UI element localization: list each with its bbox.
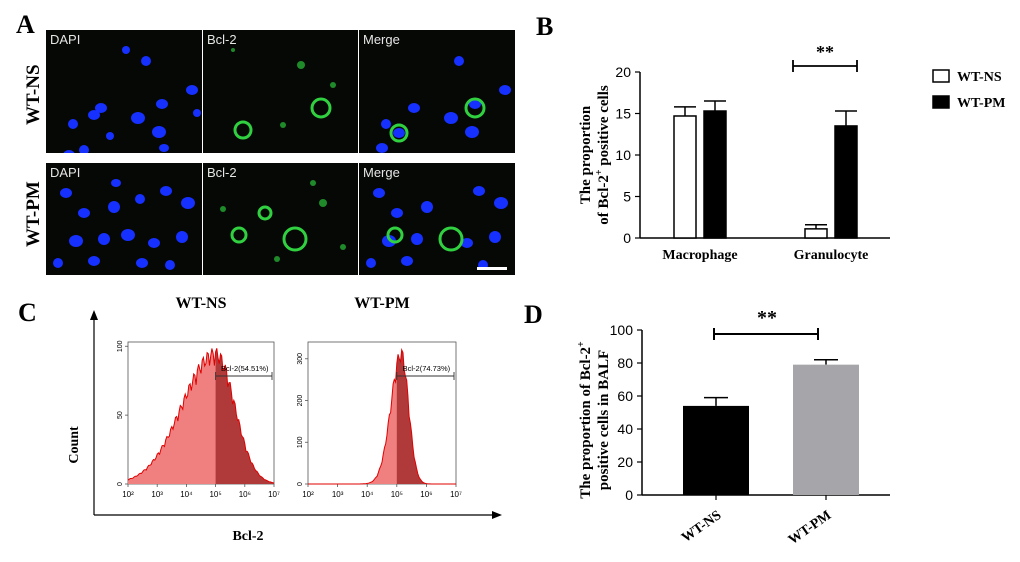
x-tick-label: 10⁷	[268, 490, 280, 499]
y-tick-label: 200	[297, 395, 304, 407]
bcl2-signal-pm	[220, 180, 346, 262]
x-tick-label: 10⁶	[239, 490, 251, 499]
histogram-line	[127, 348, 275, 484]
micro-ns-bcl2: Bcl-2	[203, 30, 358, 153]
scale-bar	[477, 267, 507, 270]
x-tick-label: 10⁴	[180, 490, 193, 499]
x-tick-label: 10³	[332, 490, 344, 499]
dapi-nuclei-ns	[63, 46, 201, 153]
significance-label: **	[757, 307, 777, 329]
panel-letter-c: C	[18, 298, 37, 327]
y-axis-label: The proportion of Bcl-2+ positive cells	[578, 85, 612, 225]
x-category-label: WT-PM	[786, 508, 834, 548]
bar-wt-pm	[793, 364, 859, 495]
row-label-wt-pm: WT-PM	[23, 181, 44, 247]
panel-c-flow-histograms: Bcl-2 Count WT-NS 0 50 100 10² 10³ 10⁴ 10⁵ 10⁶ 10⁷ B…	[67, 295, 502, 544]
tile-label: Bcl-2	[207, 165, 237, 180]
micro-pm-dapi: DAPI	[46, 163, 202, 275]
panel-d-bar-chart: 0 20 40 60 80 100 WT-NS WT-PM ** The proportion o…	[576, 307, 890, 548]
merge-signal-ns	[376, 56, 511, 153]
y-tick-label: 100	[297, 436, 304, 448]
y-tick-label: 0	[623, 230, 631, 246]
panel-letter-d: D	[524, 300, 543, 329]
bar-wt-pm	[703, 110, 727, 239]
y-tick-label: 50	[117, 411, 124, 419]
micro-pm-merge: Merge	[359, 163, 515, 275]
x-tick-label: 10⁵	[391, 490, 403, 499]
dapi-nuclei-pm	[53, 179, 195, 270]
y-tick-label: 100	[610, 322, 634, 338]
histogram-title: WT-PM	[354, 295, 409, 312]
gate-label: Bcl-2(54.51%)	[221, 364, 269, 373]
merge-signal-pm	[366, 186, 508, 270]
y-tick-label: 15	[615, 106, 631, 122]
y-tick-label: 80	[617, 355, 633, 371]
x-tick-label: 10³	[151, 490, 163, 499]
tile-label: Merge	[363, 165, 400, 180]
y-tick-label: 5	[623, 189, 631, 205]
tile-label: DAPI	[50, 32, 81, 47]
y-tick-label: 0	[625, 487, 633, 503]
legend-swatch	[932, 95, 950, 109]
x-axis-label: Bcl-2	[232, 529, 263, 544]
y-tick-label: 40	[617, 421, 633, 437]
panel-letter-b: B	[536, 12, 554, 41]
y-tick-label: 0	[297, 482, 304, 486]
histogram-line	[308, 347, 456, 485]
tile-label: Bcl-2	[207, 32, 237, 47]
y-axis-label: The proportion of Bcl-2+ positive cells i…	[576, 341, 612, 499]
legend-swatch	[932, 69, 950, 83]
histogram-plot-1: WT-NS 0 50 100 10² 10³ 10⁴ 10⁵ 10⁶ 10⁷ Bcl-2(54.51…	[117, 295, 280, 499]
y-axis-label-superscript: +	[576, 341, 587, 347]
y-tick-label: 300	[297, 353, 304, 365]
x-tick-label: 10⁷	[450, 490, 462, 499]
y-tick-label: 0	[117, 482, 124, 486]
x-tick-label: 10⁵	[209, 490, 221, 499]
panel-letter-a: A	[16, 10, 35, 39]
legend-label: WT-NS	[957, 70, 1002, 85]
y-axis-label-superscript: +	[594, 169, 605, 175]
gate-label: Bcl-2(74.73%)	[403, 364, 451, 373]
y-axis-label-line2: of Bcl-2	[596, 175, 612, 225]
bcl2-signal-ns	[231, 48, 336, 140]
histogram-title: WT-NS	[176, 295, 227, 312]
y-tick-label: 10	[615, 147, 631, 163]
bar-wt-pm	[834, 125, 858, 239]
x-tick-label: 10²	[302, 490, 314, 499]
y-axis-label-line1: The proportion of Bcl-2	[578, 347, 594, 499]
y-tick-label: 20	[617, 454, 633, 470]
micro-ns-merge: Merge	[359, 30, 515, 153]
x-category-label: Granulocyte	[794, 248, 869, 263]
x-category-label: WT-NS	[679, 508, 724, 546]
micro-ns-dapi: DAPI	[46, 30, 202, 153]
histogram-gated-fill	[215, 348, 274, 484]
histogram-gated-fill	[396, 349, 456, 484]
y-tick-label: 100	[117, 340, 124, 352]
x-tick-label: 10⁶	[420, 490, 432, 499]
y-tick-label: 60	[617, 388, 633, 404]
outer-y-arrow	[90, 310, 98, 320]
micro-pm-bcl2: Bcl-2	[203, 163, 358, 275]
legend-label: WT-PM	[957, 96, 1005, 111]
x-tick-label: 10²	[122, 490, 134, 499]
significance-label: **	[816, 42, 834, 62]
histogram-plot-2: WT-PM 0 100 200 300 10² 10³ 10⁴ 10⁵ 10⁶ 10⁷ Bcl-2(7…	[297, 295, 462, 499]
y-axis-label-line2: positive cells in BALF	[596, 350, 612, 490]
x-category-label: Macrophage	[662, 248, 737, 263]
y-axis-label-line2-rest: positive cells	[596, 85, 612, 169]
outer-x-arrow	[492, 511, 502, 519]
tile-label: DAPI	[50, 165, 81, 180]
y-axis-label-line1: The proportion	[578, 105, 594, 204]
bar-wt-ns	[673, 115, 697, 239]
panel-b-bar-chart: 0 5 10 15 20 Macrophage Granulocyte ** The propo…	[578, 42, 1005, 263]
bar-wt-ns	[683, 405, 749, 495]
y-axis-label: Count	[67, 426, 82, 464]
x-tick-label: 10⁴	[361, 490, 374, 499]
bar-wt-ns	[804, 228, 828, 239]
tile-label: Merge	[363, 32, 400, 47]
row-label-wt-ns: WT-NS	[23, 64, 44, 125]
y-tick-label: 20	[615, 64, 631, 80]
